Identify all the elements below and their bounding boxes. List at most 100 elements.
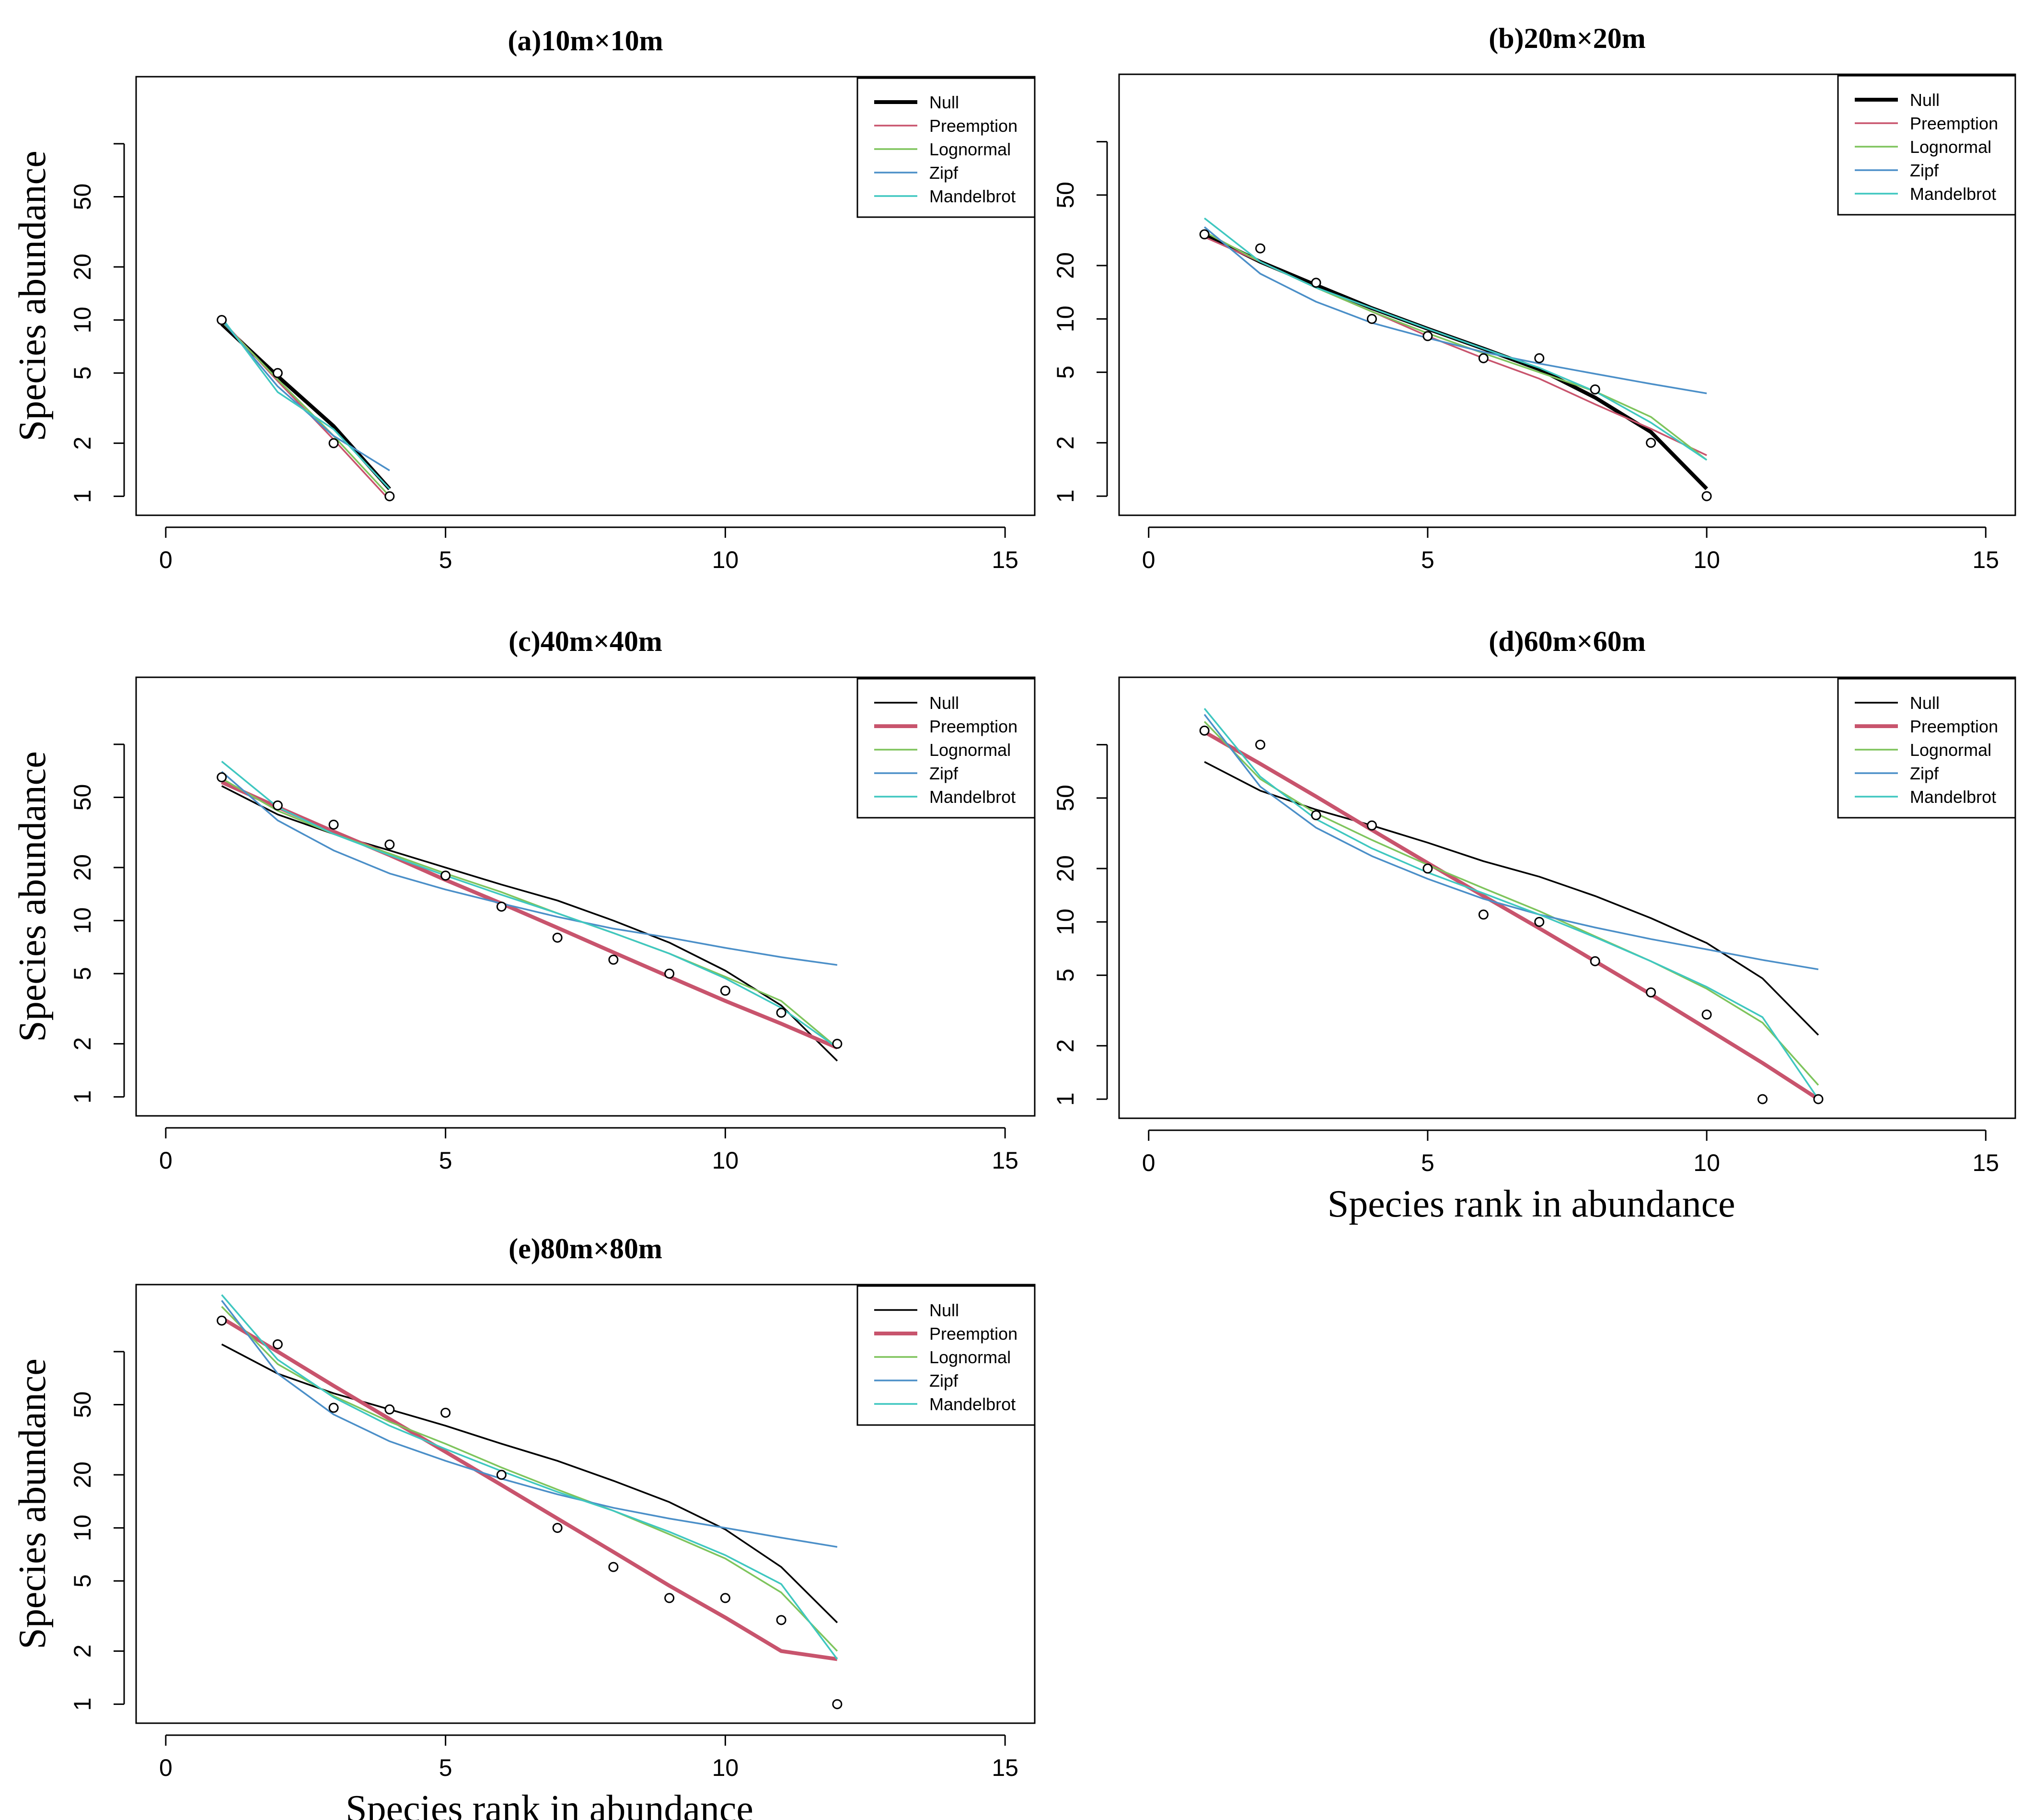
observed-point [1757, 1094, 1768, 1104]
observed-point [832, 1699, 843, 1709]
y-tick-label: 5 [1052, 969, 1079, 982]
y-tick-label: 5 [69, 366, 96, 380]
observed-point [217, 315, 227, 325]
legend-label-zipf: Zipf [929, 1371, 959, 1391]
observed-point [1366, 820, 1377, 831]
observed-point [1590, 384, 1600, 394]
legend-label-lognormal: Lognormal [1910, 740, 1991, 760]
observed-point [1366, 313, 1377, 324]
observed-point [608, 954, 619, 965]
x-tick-label: 15 [992, 1754, 1018, 1781]
y-tick-label: 1 [69, 1697, 96, 1711]
series-line-mandelbrot [221, 761, 838, 1049]
series-line-lognormal [221, 321, 391, 497]
observed-point [1478, 353, 1489, 363]
legend-label-mandelbrot: Mandelbrot [1910, 184, 1996, 204]
x-tick-label: 10 [712, 1147, 739, 1174]
legend-label-preemption: Preemption [929, 1324, 1017, 1344]
y-tick-label: 10 [69, 307, 96, 334]
y-tick-label: 2 [69, 437, 96, 450]
y-tick-label: 10 [1052, 306, 1079, 333]
legend-label-preemption: Preemption [929, 717, 1017, 736]
series-line-null [1204, 761, 1819, 1036]
legend-label-zipf: Zipf [929, 163, 959, 183]
observed-point [720, 1593, 730, 1603]
y-tick-label: 20 [69, 254, 96, 280]
plot-frame [135, 676, 1036, 1117]
legend-label-null: Null [929, 693, 959, 713]
y-tick-label: 50 [69, 784, 96, 811]
y-tick-label: 1 [69, 1090, 96, 1103]
y-tick-label: 2 [1052, 436, 1079, 450]
legend-label-lognormal: Lognormal [929, 740, 1011, 760]
observed-point [776, 1008, 786, 1018]
x-tick-label: 5 [1421, 1149, 1434, 1176]
legend-label-preemption: Preemption [1910, 717, 1998, 736]
series-line-mandelbrot [1203, 707, 1819, 1100]
panel-e: (e)80m×80m 0 5 10 15 1 2 5 10 20 50 Species abundan… [12, 1233, 1036, 1820]
legend: Null Preemption Lognormal Zipf Mandelbrot [1837, 678, 2016, 819]
observed-point [664, 1593, 675, 1603]
legend-label-mandelbrot: Mandelbrot [929, 186, 1016, 206]
legend-label-preemption: Preemption [929, 116, 1017, 136]
legend-label-preemption: Preemption [1910, 114, 1998, 133]
x-tick-label: 5 [439, 1754, 452, 1781]
legend: Null Preemption Lognormal Zipf Mandelbrot [856, 678, 1036, 819]
legend-label-null: Null [929, 1300, 959, 1320]
series-line-preemption [1203, 730, 1820, 1101]
series-line-null [221, 785, 838, 1062]
legend-label-null: Null [929, 93, 959, 112]
x-tick-label: 5 [439, 1147, 452, 1174]
observed-point [1590, 956, 1600, 966]
observed-point [384, 491, 395, 501]
observed-point [1646, 438, 1656, 448]
x-tick-label: 5 [1421, 546, 1434, 573]
series-line-zipf [1203, 714, 1819, 971]
chart-title: (c)40m×40m [508, 626, 662, 657]
series-line-lognormal [221, 1306, 838, 1652]
y-axis-label: Species abundance [12, 151, 54, 441]
observed-point [272, 368, 283, 378]
y-tick-label: 2 [69, 1645, 96, 1658]
series-line-preemption [220, 780, 838, 1050]
y-tick-label: 20 [1052, 855, 1079, 882]
y-tick-label: 1 [1052, 489, 1079, 503]
y-tick-label: 20 [69, 854, 96, 881]
plot-frame [135, 76, 1036, 516]
y-tick-label: 2 [1052, 1039, 1079, 1053]
legend-label-null: Null [1910, 90, 1940, 110]
observed-point [1422, 331, 1433, 341]
observed-point [384, 839, 395, 850]
y-tick-label: 10 [69, 1515, 96, 1542]
legend-label-lognormal: Lognormal [929, 139, 1011, 159]
x-tick-label: 0 [1142, 1149, 1156, 1176]
observed-point [384, 1404, 395, 1414]
observed-point [552, 1523, 563, 1533]
y-tick-label: 50 [1052, 785, 1079, 811]
observed-point [1534, 353, 1545, 363]
observed-point [1813, 1094, 1824, 1104]
series-line-zipf [221, 771, 838, 966]
y-tick-label: 10 [1052, 909, 1079, 936]
x-tick-label: 15 [992, 546, 1018, 573]
legend-label-null: Null [1910, 693, 1940, 713]
observed-point [1311, 810, 1321, 821]
observed-point [272, 800, 283, 811]
chart-title: (a)10m×10m [508, 25, 663, 57]
x-tick-label: 10 [712, 1754, 739, 1781]
series-line-mandelbrot [221, 317, 391, 490]
series-line-zipf [221, 319, 390, 472]
series-line-mandelbrot [1204, 217, 1708, 461]
series-line-null [1203, 232, 1708, 490]
series-line-zipf [1203, 226, 1707, 394]
observed-point [832, 1039, 843, 1049]
x-tick-label: 0 [159, 1754, 173, 1781]
y-tick-label: 5 [1052, 366, 1079, 379]
y-tick-label: 50 [69, 184, 96, 210]
panel-d: (d)60m×60m 0 5 10 15 1 2 5 10 20 50 Species rank in… [1052, 626, 2016, 1225]
observed-point [776, 1615, 786, 1625]
y-tick-label: 1 [69, 489, 96, 503]
y-tick-label: 2 [69, 1037, 96, 1051]
series-line-preemption [220, 1316, 838, 1661]
y-tick-label: 50 [1052, 182, 1079, 209]
